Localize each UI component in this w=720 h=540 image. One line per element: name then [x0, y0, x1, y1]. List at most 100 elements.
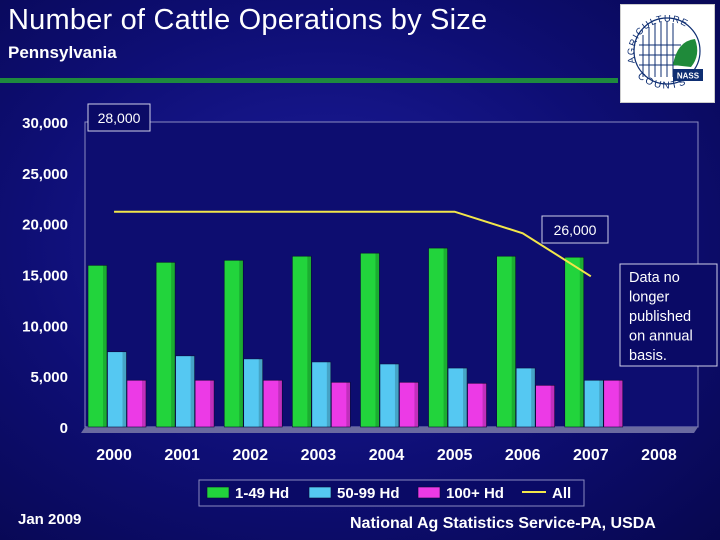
x-tick-label: 2008 [641, 447, 677, 464]
bar-50-99-hd [379, 363, 400, 428]
annotation-box [541, 215, 609, 244]
bar-1-49-hd [87, 265, 108, 428]
bar-1-49-hd [428, 247, 448, 428]
bar-shade [307, 256, 312, 427]
bar-shade [394, 363, 399, 427]
bar-50-99-hd [447, 367, 468, 428]
legend-item: 50-99 Hd [308, 485, 400, 502]
bar-1-49-hd [223, 259, 244, 428]
agriculture-counts-logo: NASS AGRICULTURE COUNTS [620, 4, 715, 103]
annotation-start-label: 28,000 [98, 110, 141, 126]
plot-floor [81, 427, 698, 433]
bar-shade [531, 368, 536, 427]
bar-50-99-hd [583, 379, 604, 428]
title-divider [0, 78, 618, 83]
legend-label: 50-99 Hd [337, 485, 400, 502]
legend-box [198, 479, 585, 507]
bar-shade [258, 358, 263, 427]
x-tick-label: 2002 [232, 447, 268, 464]
bar-100-hd [535, 385, 555, 428]
bar-shade [103, 265, 107, 427]
annotation-start-value: 28,000 [87, 103, 151, 132]
y-tick-label: 30,000 [22, 115, 68, 132]
bar-shade [414, 382, 419, 427]
x-tick-label: 2001 [164, 447, 200, 464]
bar-100-hd [331, 381, 351, 428]
annotation-note-line: on annual [629, 329, 693, 345]
y-tick-label: 20,000 [22, 217, 68, 234]
legend-swatch [417, 486, 441, 499]
bar-shade [482, 383, 487, 427]
annotation-box [87, 103, 151, 132]
annotation-note-line: published [629, 309, 691, 325]
bar-1-49-hd [496, 255, 516, 428]
y-tick-label: 5,000 [30, 369, 68, 386]
annotation-end-label: 26,000 [554, 222, 597, 238]
page-subtitle: Pennsylvania [8, 43, 117, 62]
bar-shade [171, 262, 176, 427]
bar-shade [550, 385, 555, 427]
bar-50-99-hd [175, 355, 195, 428]
y-tick-label: 10,000 [22, 318, 68, 335]
bar-50-99-hd [515, 367, 536, 428]
bar-50-99-hd [311, 361, 332, 428]
legend-swatch [308, 486, 332, 499]
bar-shade [142, 380, 146, 427]
annotation-note-line: Data no [629, 270, 680, 286]
bar-100-hd [399, 381, 419, 428]
bar-50-99-hd [243, 358, 264, 428]
bar-shade [579, 257, 584, 427]
bar-shade [443, 248, 448, 427]
bar-shade [375, 253, 380, 427]
x-tick-label: 2006 [505, 447, 541, 464]
y-tick-label: 15,000 [22, 268, 68, 285]
bar-shade [278, 380, 283, 427]
line-all-series [114, 210, 592, 278]
x-tick-label: 2005 [437, 447, 473, 464]
bar-shade [239, 260, 244, 427]
legend-label: All [552, 485, 571, 502]
legend-label: 1-49 Hd [235, 485, 289, 502]
legend-item: All [522, 485, 571, 502]
logo-barn-icon [673, 39, 698, 67]
legend-swatch [206, 486, 230, 499]
bar-shade [346, 382, 351, 427]
bar-100-hd [126, 379, 147, 428]
bar-shade [190, 355, 195, 427]
bar-shade [463, 368, 468, 427]
x-tick-label: 2003 [301, 447, 337, 464]
logo-badge [673, 69, 703, 81]
legend-item: 100+ Hd [417, 485, 504, 502]
legend-item: 1-49 Hd [206, 485, 289, 502]
x-tick-label: 2000 [96, 447, 132, 464]
annotation-box [619, 263, 718, 367]
x-tick-label: 2004 [369, 447, 405, 464]
annotation-note-line: longer [629, 290, 669, 306]
bar-100-hd [603, 379, 624, 428]
annotation-note: Data no longer published on annual basis. [619, 263, 718, 367]
bar-shade [326, 361, 331, 427]
annotation-end-value: 26,000 [541, 215, 609, 244]
bar-shade [511, 256, 516, 427]
bar-1-49-hd [292, 255, 312, 428]
footer-source: National Ag Statistics Service-PA, USDA [350, 515, 656, 532]
bar-shade [618, 380, 623, 427]
legend-label: 100+ Hd [446, 485, 504, 502]
annotation-note-line: basis. [629, 348, 667, 364]
logo-badge-text: NASS [677, 72, 700, 81]
bar-1-49-hd [360, 252, 380, 428]
bar-100-hd [467, 382, 487, 428]
bar-shade [210, 380, 215, 427]
bar-1-49-hd [564, 256, 585, 428]
bar-shade [599, 380, 604, 427]
x-tick-label: 2007 [573, 447, 609, 464]
footer-date: Jan 2009 [18, 511, 82, 528]
y-tick-label: 0 [60, 420, 68, 437]
bar-1-49-hd [155, 261, 176, 428]
bar-100-hd [194, 379, 215, 428]
page-title: Number of Cattle Operations by Size [8, 4, 488, 36]
logo-graphic: NASS AGRICULTURE COUNTS [626, 13, 703, 92]
bar-50-99-hd [107, 351, 127, 428]
bar-100-hd [262, 379, 283, 428]
